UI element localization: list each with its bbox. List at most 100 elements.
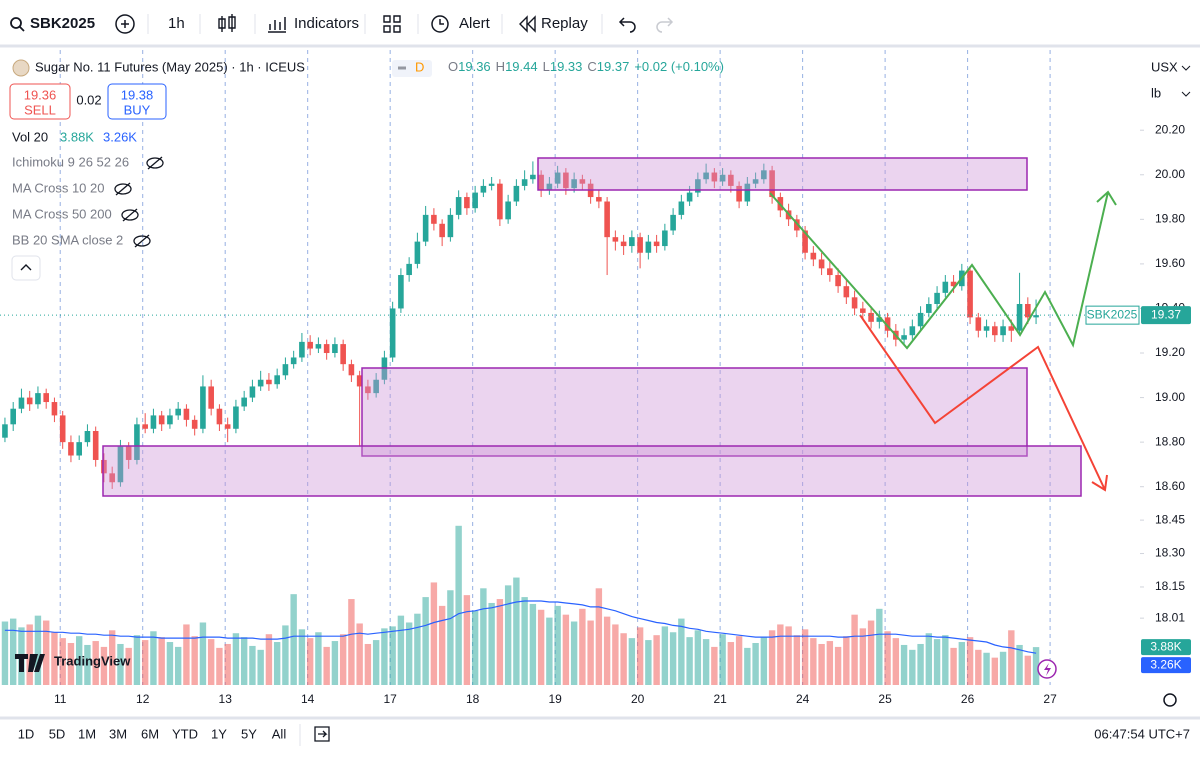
range-button[interactable]: 1M	[78, 726, 96, 741]
red-path[interactable]	[859, 314, 1106, 491]
candle-body	[546, 183, 553, 191]
badge-bg	[392, 60, 432, 77]
volume-bar	[826, 641, 834, 685]
candle-body	[18, 397, 25, 409]
redo[interactable]	[656, 17, 674, 33]
candle-body	[117, 446, 124, 483]
volume-bar	[108, 630, 116, 685]
chart-type-icon[interactable]	[218, 14, 236, 32]
sell-button[interactable]	[9, 83, 71, 120]
volume-bar	[323, 646, 330, 685]
indicators-button[interactable]: Indicators	[294, 15, 359, 32]
candle-body	[266, 379, 272, 385]
green-path[interactable]	[769, 191, 1109, 350]
indicator[interactable]: MA Cross 50 200	[12, 206, 112, 221]
volume-bar	[570, 621, 578, 685]
indicator[interactable]: BB 20 SMA close 2	[12, 232, 123, 247]
candle-body	[901, 335, 907, 340]
alert-button[interactable]: Alert	[459, 15, 491, 32]
candle-body	[447, 214, 454, 238]
candle-body	[662, 230, 668, 247]
candle-body	[109, 473, 115, 483]
volume-bar	[430, 582, 438, 685]
x-tick-label: 17	[383, 692, 397, 706]
volume-bar	[471, 610, 479, 685]
chevron	[1181, 91, 1191, 97]
y-tick-label: 18.45	[1155, 512, 1185, 526]
volume-bar	[942, 635, 949, 685]
volume-bar	[801, 629, 809, 685]
settings-icon[interactable]	[1163, 693, 1177, 707]
search-icon[interactable]	[10, 17, 22, 29]
add-symbol[interactable]	[115, 14, 135, 34]
candle-body	[703, 172, 709, 180]
candle-body	[216, 408, 223, 425]
candle-body	[992, 326, 998, 336]
buy-button[interactable]	[107, 83, 167, 120]
volume-bar	[595, 588, 603, 685]
volume-bar	[356, 623, 363, 685]
candle-body	[356, 375, 363, 387]
interval[interactable]: 1h	[168, 15, 185, 32]
range-button[interactable]: 5D	[49, 726, 66, 741]
candle-body	[1008, 326, 1015, 331]
range-button[interactable]: 1D	[18, 726, 35, 741]
volume-bar	[240, 637, 248, 685]
buy-label: BUY	[124, 102, 151, 117]
candle-body	[455, 197, 462, 215]
undo[interactable]	[618, 17, 636, 33]
candle-body	[464, 197, 470, 209]
candle-body	[695, 179, 701, 193]
zone[interactable]	[537, 157, 1028, 191]
candle-body	[480, 185, 487, 193]
logo: TradingView	[54, 653, 131, 668]
indicator[interactable]: Ichimoku 9 26 52 26	[12, 154, 129, 169]
zone[interactable]	[361, 367, 1028, 457]
volume-bar	[315, 632, 322, 685]
range-button[interactable]: YTD	[172, 726, 198, 741]
price-tag: 19.37	[1151, 307, 1181, 321]
volume-bar	[381, 628, 388, 685]
range-button[interactable]: 5Y	[241, 726, 257, 741]
price-tag-bg	[1141, 306, 1191, 325]
collapse-button[interactable]	[11, 255, 41, 281]
replay-button[interactable]: Replay	[541, 15, 588, 32]
zone[interactable]	[102, 445, 1082, 497]
currency-menu[interactable]: USX	[1151, 59, 1178, 74]
volume-bar	[224, 643, 231, 685]
y-tick-label: 18.80	[1155, 434, 1185, 448]
compare-icon[interactable]	[314, 726, 330, 742]
range-button[interactable]: All	[272, 726, 287, 741]
indicator-volume[interactable]: Vol 20	[12, 129, 48, 144]
symbol[interactable]: SBK2025	[30, 15, 95, 32]
unit-menu[interactable]: lb	[1151, 85, 1161, 100]
volume-bar	[414, 613, 421, 685]
candle-body	[1016, 304, 1023, 331]
volume-bar	[1016, 644, 1023, 685]
volume-bar	[1024, 655, 1032, 685]
volume-bar	[719, 634, 726, 685]
ohlc-key: O	[448, 59, 458, 74]
ohlc-key: L	[543, 59, 550, 74]
range-button[interactable]: 3M	[109, 726, 127, 741]
candle-body	[241, 397, 247, 407]
indicator[interactable]: MA Cross 10 20	[12, 180, 105, 195]
candle-body	[505, 201, 511, 220]
volume-bar	[34, 615, 42, 685]
range-button[interactable]: 6M	[141, 726, 159, 741]
range-button[interactable]: 1Y	[211, 726, 227, 741]
volume-bar	[884, 631, 891, 685]
ohlc-value: 19.44	[505, 59, 538, 74]
candle-body	[158, 415, 165, 425]
candle-body	[571, 179, 577, 189]
volume-bar	[273, 642, 281, 685]
layouts-icon[interactable]	[383, 15, 401, 33]
search-icon	[19, 26, 25, 32]
volume-bar	[191, 636, 198, 685]
candle-body	[282, 364, 289, 376]
candle-body	[134, 424, 140, 460]
volume-bar	[496, 599, 504, 685]
volume-bar	[744, 647, 751, 685]
volume-ma-tag-bg	[1141, 657, 1191, 674]
candle-body	[678, 201, 685, 215]
